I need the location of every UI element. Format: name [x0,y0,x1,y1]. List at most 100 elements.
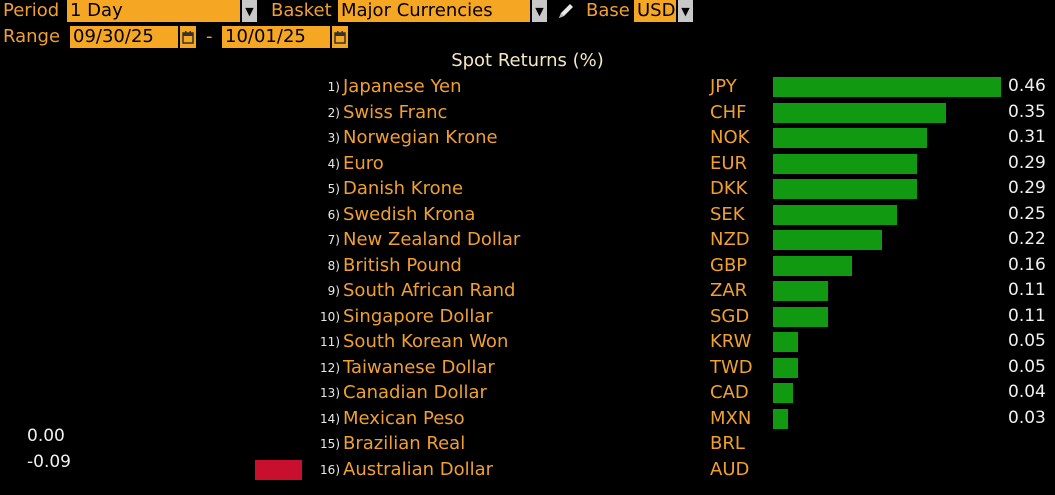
range-end-input[interactable]: 10/01/25 [222,26,330,48]
bar[interactable] [255,459,302,480]
currency-name[interactable]: South African Rand [343,280,516,301]
currency-code[interactable]: NZD [710,229,750,250]
currency-code[interactable]: CAD [710,382,749,403]
value-label: 0.11 [1008,280,1046,300]
rank-label[interactable]: 7) [327,233,340,247]
currency-name[interactable]: Swiss Franc [343,101,448,123]
value-label: 0.22 [1008,229,1046,249]
rank-label[interactable]: 6) [327,207,340,222]
currency-name[interactable]: Japanese Yen [343,76,462,97]
chart-row[interactable]: 15) Brazilian Real BRL 0.00 [0,426,1055,457]
range-start-input[interactable]: 09/30/25 [70,26,178,48]
chart-row[interactable]: 5) Danish Krone DKK 0.29 [0,177,1055,202]
currency-code[interactable]: JPY [710,76,737,97]
currency-name[interactable]: South Korean Won [343,331,509,352]
chart-row[interactable]: 11) South Korean Won KRW 0.05 [0,330,1055,355]
rank-label[interactable]: 8) [327,258,340,273]
bar[interactable] [773,102,947,123]
currency-code[interactable]: TWD [710,356,753,378]
bar[interactable] [773,179,917,199]
currency-name[interactable]: Mexican Peso [343,407,465,429]
pencil-icon[interactable] [556,1,576,21]
chart-row[interactable]: 1) Japanese Yen JPY 0.46 [0,75,1055,100]
bar[interactable] [773,281,828,301]
value-label: 0.16 [1008,254,1046,275]
rank-label[interactable]: 2) [327,105,340,120]
currency-name[interactable]: Swedish Krona [343,203,476,225]
value-label: 0.11 [1008,305,1046,326]
chart-row[interactable]: 16) Australian Dollar AUD -0.09 [0,452,1055,483]
period-select[interactable]: 1 Day [67,0,240,22]
value-label: 0.04 [1008,382,1046,402]
calendar-start-icon[interactable] [180,26,196,48]
period-dropdown-icon[interactable]: ▼ [242,0,257,22]
basket-dropdown-icon[interactable]: ▼ [532,0,547,22]
currency-code[interactable]: MXN [710,407,752,429]
bar[interactable] [773,77,1001,97]
rank-label[interactable]: 11) [320,335,340,349]
bar[interactable] [773,255,853,276]
bar[interactable] [773,204,897,225]
currency-name[interactable]: Australian Dollar [343,458,494,480]
rank-label[interactable]: 5) [327,182,340,196]
bar[interactable] [773,306,828,327]
bar[interactable] [773,383,793,403]
chart-row[interactable]: 7) New Zealand Dollar NZD 0.22 [0,228,1055,253]
currency-code[interactable]: SGD [710,305,750,327]
chart-row[interactable]: 8) British Pound GBP 0.16 [0,254,1055,279]
currency-name[interactable]: Brazilian Real [343,433,466,454]
currency-code[interactable]: AUD [710,458,750,480]
chart-row[interactable]: 14) Mexican Peso MXN 0.03 [0,407,1055,432]
value-label: 0.35 [1008,101,1046,122]
bar[interactable] [773,230,883,250]
chart-row[interactable]: 4) Euro EUR 0.29 [0,152,1055,177]
bar[interactable] [773,332,798,352]
currency-name[interactable]: British Pound [343,254,462,276]
value-label: 0.00 [27,426,65,446]
currency-name[interactable]: Euro [343,152,384,174]
currency-name[interactable]: Norwegian Krone [343,127,498,148]
rank-label[interactable]: 15) [320,437,340,451]
chart-row[interactable]: 3) Norwegian Krone NOK 0.31 [0,126,1055,151]
chart-row[interactable]: 10) Singapore Dollar SGD 0.11 [0,305,1055,330]
rank-label[interactable]: 3) [327,131,340,145]
rank-label[interactable]: 4) [327,156,340,171]
currency-code[interactable]: CHF [710,101,747,123]
value-label: -0.09 [27,451,71,472]
currency-name[interactable]: Canadian Dollar [343,382,487,403]
rank-label[interactable]: 9) [327,284,340,298]
currency-name[interactable]: Danish Krone [343,178,464,199]
bar[interactable] [773,408,788,429]
currency-code[interactable]: NOK [710,127,750,148]
currency-code[interactable]: DKK [710,178,748,199]
rank-label[interactable]: 10) [320,309,340,324]
chart-row[interactable]: 6) Swedish Krona SEK 0.25 [0,203,1055,228]
bar[interactable] [773,153,917,174]
basket-select[interactable]: Major Currencies [338,0,530,22]
rank-label[interactable]: 1) [327,80,340,94]
rank-label[interactable]: 14) [320,411,340,426]
chart-row[interactable]: 12) Taiwanese Dollar TWD 0.05 [0,356,1055,381]
currency-name[interactable]: New Zealand Dollar [343,229,521,250]
bar[interactable] [773,357,798,378]
currency-code[interactable]: GBP [710,254,748,276]
rank-label[interactable]: 13) [320,386,340,400]
period-label: Period [3,0,60,21]
chart-row[interactable]: 2) Swiss Franc CHF 0.35 [0,101,1055,126]
base-dropdown-icon[interactable]: ▼ [678,0,693,22]
base-select[interactable]: USD [634,0,676,22]
currency-code[interactable]: ZAR [710,280,748,301]
currency-name[interactable]: Taiwanese Dollar [343,356,495,378]
currency-code[interactable]: BRL [710,433,745,454]
currency-code[interactable]: KRW [710,331,752,352]
currency-name[interactable]: Singapore Dollar [343,305,493,327]
chart-row[interactable]: 9) South African Rand ZAR 0.11 [0,279,1055,304]
bar[interactable] [773,128,927,148]
calendar-end-icon[interactable] [332,26,348,48]
rank-label[interactable]: 16) [320,462,340,477]
currency-code[interactable]: EUR [710,152,748,174]
chart-row[interactable]: 13) Canadian Dollar CAD 0.04 [0,381,1055,406]
rank-label[interactable]: 12) [320,360,340,375]
value-label: 0.46 [1008,76,1046,96]
currency-code[interactable]: SEK [710,203,745,225]
